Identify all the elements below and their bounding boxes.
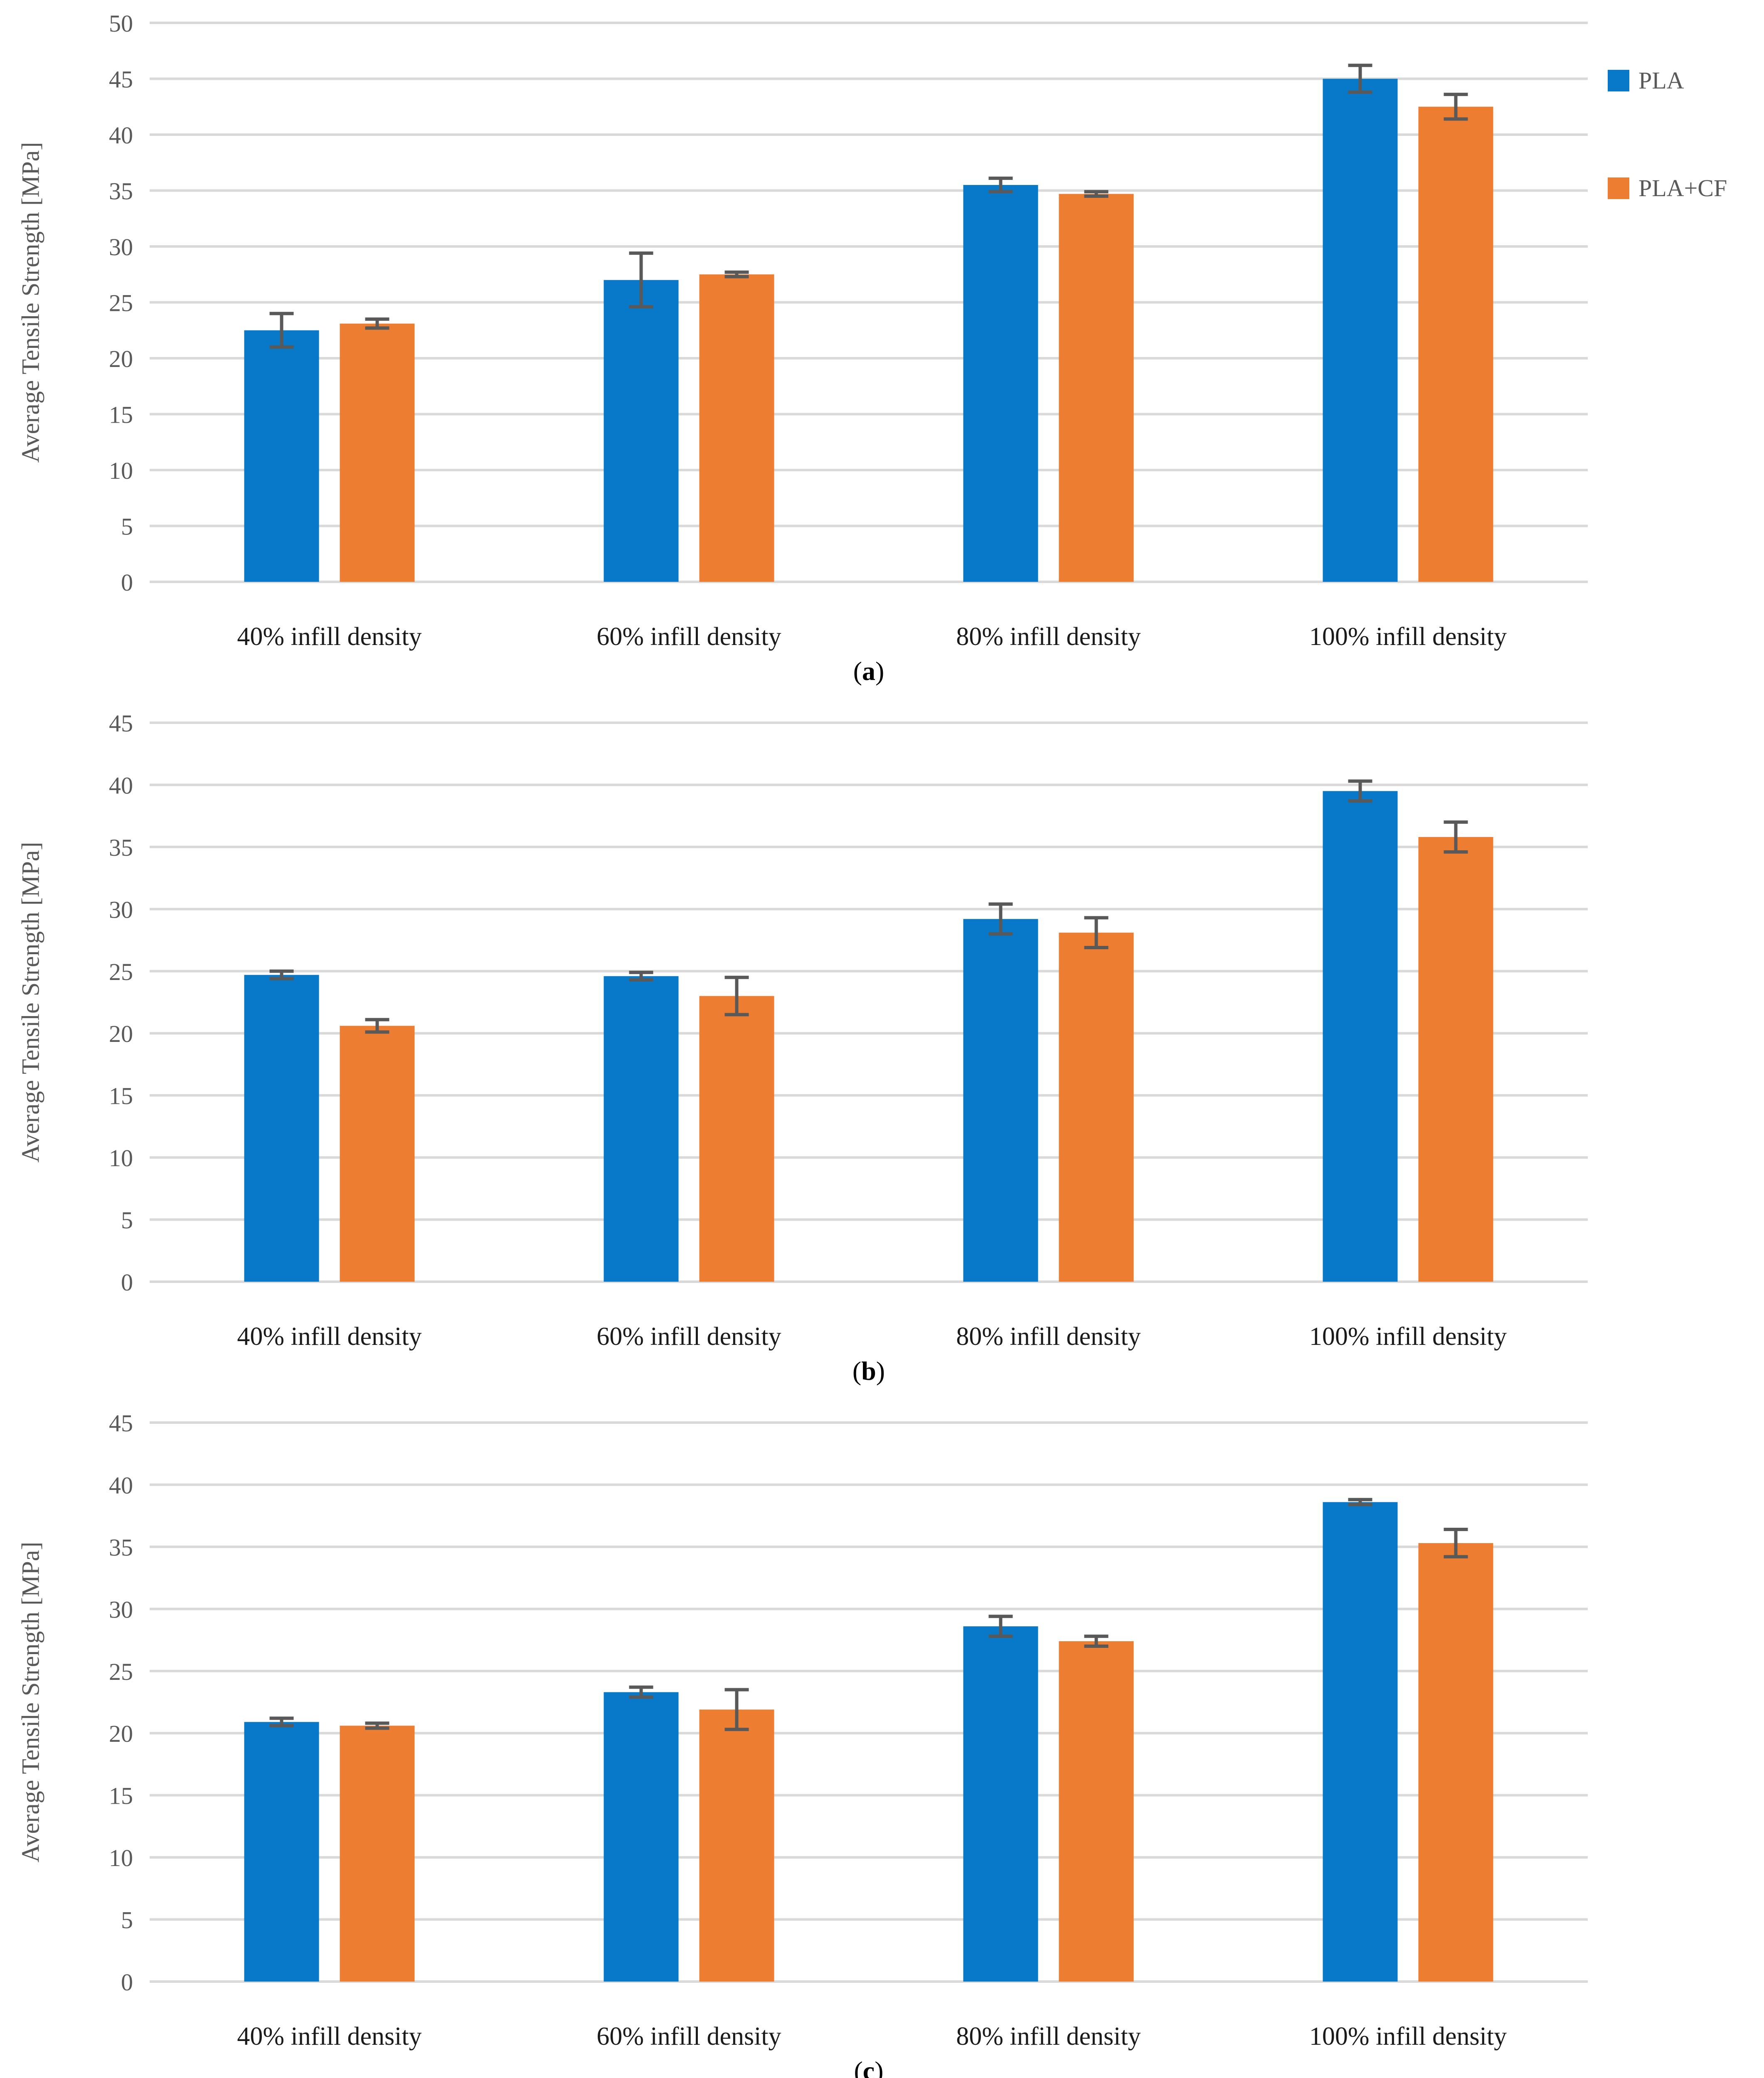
bar-chart-a: 0 5 10 15 20 25 30 35 40 45 50 40% infill density 60… bbox=[109, 10, 1588, 651]
caption-paren: ( bbox=[854, 2056, 863, 2078]
bar-pla-cf bbox=[1059, 933, 1134, 1282]
category-label: 40% infill density bbox=[237, 623, 421, 651]
y-tick-label: 10 bbox=[109, 1145, 133, 1172]
legend-item-pla: PLA bbox=[1608, 66, 1727, 94]
y-tick-label: 45 bbox=[109, 1410, 133, 1437]
bar-pla-cf bbox=[1418, 837, 1493, 1282]
y-tick-label: 0 bbox=[121, 569, 133, 596]
legend-item-pla-cf: PLA+CF bbox=[1608, 174, 1727, 202]
y-tick-label: 15 bbox=[109, 1083, 133, 1110]
y-tick-label: 15 bbox=[109, 401, 133, 428]
bar-chart-b: 0 5 10 15 20 25 30 35 40 45 40% infill density 60% … bbox=[109, 710, 1588, 1351]
bar-pla bbox=[1323, 1502, 1398, 1982]
y-tick-label: 10 bbox=[109, 1844, 133, 1871]
y-tick-label: 40 bbox=[109, 772, 133, 799]
bar-pla-cf bbox=[699, 1709, 774, 1982]
legend-swatch-pla-icon bbox=[1608, 69, 1629, 91]
y-tick-label: 40 bbox=[109, 1472, 133, 1499]
legend-label-pla: PLA bbox=[1638, 67, 1684, 94]
y-tick-label: 20 bbox=[109, 1720, 133, 1747]
panel-caption-a: (a) bbox=[150, 656, 1588, 687]
y-tick-label: 40 bbox=[109, 122, 133, 149]
caption-letter: a bbox=[862, 656, 875, 686]
chart-section-a: 0 5 10 15 20 25 30 35 40 45 50 40% infill density 60… bbox=[0, 0, 1764, 700]
legend-swatch-pla-cf-icon bbox=[1608, 177, 1629, 199]
y-tick-label: 25 bbox=[109, 958, 133, 985]
category-label: 60% infill density bbox=[596, 2022, 781, 2051]
y-tick-label: 45 bbox=[109, 710, 133, 737]
y-tick-label: 0 bbox=[121, 1969, 133, 1996]
y-tick-label: 20 bbox=[109, 1020, 133, 1047]
bar-pla bbox=[244, 1722, 319, 1982]
caption-paren: ) bbox=[875, 656, 884, 686]
y-tick-label: 5 bbox=[121, 1907, 133, 1934]
category-label: 80% infill density bbox=[956, 1322, 1141, 1351]
bar-pla-cf bbox=[1059, 194, 1134, 582]
chart-section-b: 0 5 10 15 20 25 30 35 40 45 40% infill density 60% … bbox=[0, 700, 1764, 1400]
y-tick-label: 50 bbox=[109, 10, 133, 37]
chart-legend: PLA PLA+CF bbox=[1608, 66, 1727, 202]
caption-paren: ) bbox=[876, 1356, 885, 1386]
bar-pla bbox=[604, 976, 679, 1282]
caption-paren: ) bbox=[875, 2056, 884, 2078]
bar-pla-cf bbox=[340, 323, 415, 582]
bar-pla bbox=[963, 1626, 1038, 1982]
bar-pla bbox=[244, 975, 319, 1282]
bar-pla-cf bbox=[1418, 106, 1493, 582]
bar-pla-cf bbox=[340, 1726, 415, 1982]
bar-pla-cf bbox=[1418, 1543, 1493, 1982]
y-tick-label: 45 bbox=[109, 66, 133, 93]
category-label: 40% infill density bbox=[237, 2022, 421, 2051]
category-label: 100% infill density bbox=[1309, 2022, 1507, 2051]
caption-letter: b bbox=[861, 1356, 876, 1386]
y-tick-label: 35 bbox=[109, 834, 133, 861]
bar-pla-cf bbox=[699, 996, 774, 1282]
panel-caption-c: (c) bbox=[150, 2056, 1588, 2078]
y-tick-label: 25 bbox=[109, 290, 133, 317]
panel-caption-b: (b) bbox=[150, 1356, 1588, 1386]
y-tick-label: 30 bbox=[109, 1596, 133, 1623]
category-label: 60% infill density bbox=[596, 1322, 781, 1351]
y-tick-label: 10 bbox=[109, 457, 133, 484]
y-tick-label: 15 bbox=[109, 1783, 133, 1810]
y-tick-label: 30 bbox=[109, 234, 133, 261]
bar-pla bbox=[963, 919, 1038, 1282]
y-tick-label: 30 bbox=[109, 896, 133, 923]
y-tick-label: 0 bbox=[121, 1269, 133, 1296]
y-tick-label: 20 bbox=[109, 345, 133, 372]
bar-pla bbox=[604, 280, 679, 582]
caption-paren: ( bbox=[853, 656, 862, 686]
legend-label-pla-cf: PLA+CF bbox=[1638, 175, 1727, 202]
caption-paren: ( bbox=[852, 1356, 862, 1386]
category-label: 100% infill density bbox=[1309, 1322, 1507, 1351]
bar-pla-cf bbox=[699, 274, 774, 582]
bar-pla bbox=[963, 185, 1038, 582]
category-label: 80% infill density bbox=[956, 623, 1141, 651]
bar-pla bbox=[1323, 79, 1398, 582]
bar-pla-cf bbox=[340, 1026, 415, 1282]
y-tick-label: 25 bbox=[109, 1658, 133, 1685]
caption-letter: c bbox=[862, 2056, 875, 2078]
y-tick-label: 35 bbox=[109, 1534, 133, 1561]
bar-pla bbox=[604, 1692, 679, 1982]
bar-chart-c: 0 5 10 15 20 25 30 35 40 45 40% infill density 60% … bbox=[109, 1410, 1588, 2051]
bar-pla bbox=[1323, 791, 1398, 1282]
chart-section-c: 0 5 10 15 20 25 30 35 40 45 40% infill density 60% … bbox=[0, 1400, 1764, 2078]
y-tick-label: 35 bbox=[109, 178, 133, 205]
bar-pla bbox=[244, 330, 319, 582]
category-label: 80% infill density bbox=[956, 2022, 1141, 2051]
category-label: 100% infill density bbox=[1309, 623, 1507, 651]
bar-pla-cf bbox=[1059, 1641, 1134, 1982]
category-label: 40% infill density bbox=[237, 1322, 421, 1351]
y-tick-label: 5 bbox=[121, 513, 133, 540]
y-tick-label: 5 bbox=[121, 1207, 133, 1234]
category-label: 60% infill density bbox=[596, 623, 781, 651]
